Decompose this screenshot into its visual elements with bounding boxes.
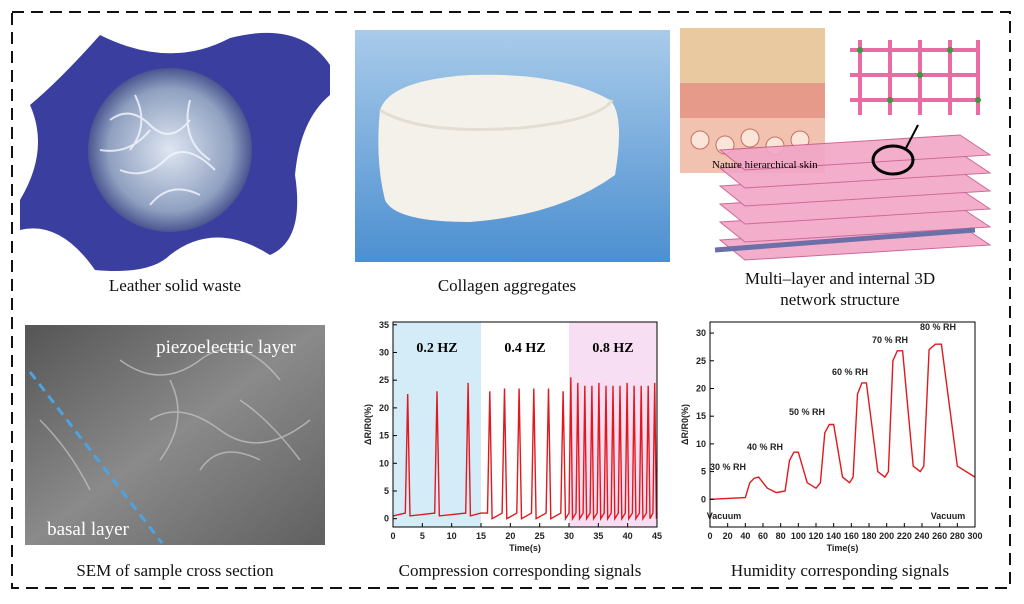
- y-tick-label: 15: [379, 431, 389, 441]
- x-tick-label: 120: [808, 531, 823, 541]
- panel-caption: Multi–layer and internal 3D: [745, 269, 935, 288]
- y-tick-label: 0: [701, 494, 706, 504]
- x-tick-label: 0: [390, 531, 395, 541]
- x-tick-label: 10: [447, 531, 457, 541]
- inset-label: Nature hierarchical skin: [712, 159, 818, 171]
- data-line: [392, 377, 658, 522]
- y-tick-label: 30: [379, 347, 389, 357]
- x-tick-label: 200: [879, 531, 894, 541]
- y-tick-label: 5: [701, 467, 706, 477]
- leather-waste-image: [20, 32, 330, 271]
- dashed-border: [11, 11, 1011, 589]
- region-label: 0.4 HZ: [504, 341, 545, 356]
- x-tick-label: 15: [476, 531, 486, 541]
- annotation: Vacuum: [931, 511, 966, 521]
- y-axis-label: ΔR/R0(%): [363, 404, 373, 445]
- y-tick-label: 10: [379, 458, 389, 468]
- multilayer-image: [680, 28, 992, 261]
- sem-image: [25, 325, 325, 545]
- x-tick-label: 60: [758, 531, 768, 541]
- y-tick-label: 25: [696, 356, 706, 366]
- x-tick-label: 40: [740, 531, 750, 541]
- x-tick-label: 20: [723, 531, 733, 541]
- x-tick-label: 45: [652, 531, 662, 541]
- annotation: 60 % RH: [832, 367, 868, 377]
- y-tick-label: 5: [384, 486, 389, 496]
- x-tick-label: 240: [914, 531, 929, 541]
- y-tick-label: 0: [384, 514, 389, 524]
- x-axis-label: Time(s): [509, 543, 541, 553]
- y-axis-label: ΔR/R0(%): [680, 404, 690, 445]
- y-tick-label: 35: [379, 320, 389, 330]
- panel-caption: Humidity corresponding signals: [731, 561, 949, 580]
- plot-frame: [709, 321, 976, 528]
- layer-label: piezoelectric layer: [156, 337, 296, 358]
- x-tick-label: 40: [623, 531, 633, 541]
- region: [481, 322, 569, 527]
- region-label: 0.8 HZ: [592, 341, 633, 356]
- x-axis-label: Time(s): [827, 543, 859, 553]
- x-tick-label: 220: [897, 531, 912, 541]
- panel-caption: Compression corresponding signals: [399, 561, 642, 580]
- x-tick-label: 140: [826, 531, 841, 541]
- panel-caption: Collagen aggregates: [438, 276, 576, 295]
- y-tick-label: 15: [696, 411, 706, 421]
- y-tick-label: 25: [379, 375, 389, 385]
- y-tick-label: 20: [696, 383, 706, 393]
- annotation: Vacuum: [707, 511, 742, 521]
- x-tick-label: 100: [791, 531, 806, 541]
- x-tick-label: 5: [420, 531, 425, 541]
- x-tick-label: 260: [932, 531, 947, 541]
- x-tick-label: 35: [593, 531, 603, 541]
- x-tick-label: 20: [505, 531, 515, 541]
- annotation: 50 % RH: [789, 407, 825, 417]
- annotation: 80 % RH: [920, 322, 956, 332]
- x-tick-label: 160: [844, 531, 859, 541]
- plot-frame: [392, 321, 658, 528]
- layer-label: basal layer: [47, 519, 129, 540]
- annotation: 30 % RH: [710, 462, 746, 472]
- x-tick-label: 300: [967, 531, 982, 541]
- x-tick-label: 180: [861, 531, 876, 541]
- x-tick-label: 25: [535, 531, 545, 541]
- x-tick-label: 280: [950, 531, 965, 541]
- annotation: 70 % RH: [872, 335, 908, 345]
- x-tick-label: 80: [776, 531, 786, 541]
- x-tick-label: 30: [564, 531, 574, 541]
- annotation: 40 % RH: [747, 442, 783, 452]
- panel-caption: SEM of sample cross section: [76, 561, 274, 580]
- region-label: 0.2 HZ: [416, 341, 457, 356]
- data-line: [709, 343, 976, 500]
- x-tick-label: 0: [707, 531, 712, 541]
- y-tick-label: 20: [379, 403, 389, 413]
- panel-caption: Leather solid waste: [109, 276, 241, 295]
- y-tick-label: 30: [696, 328, 706, 338]
- y-tick-label: 10: [696, 439, 706, 449]
- collagen-photo: [355, 30, 670, 262]
- panel-caption: network structure: [780, 290, 899, 309]
